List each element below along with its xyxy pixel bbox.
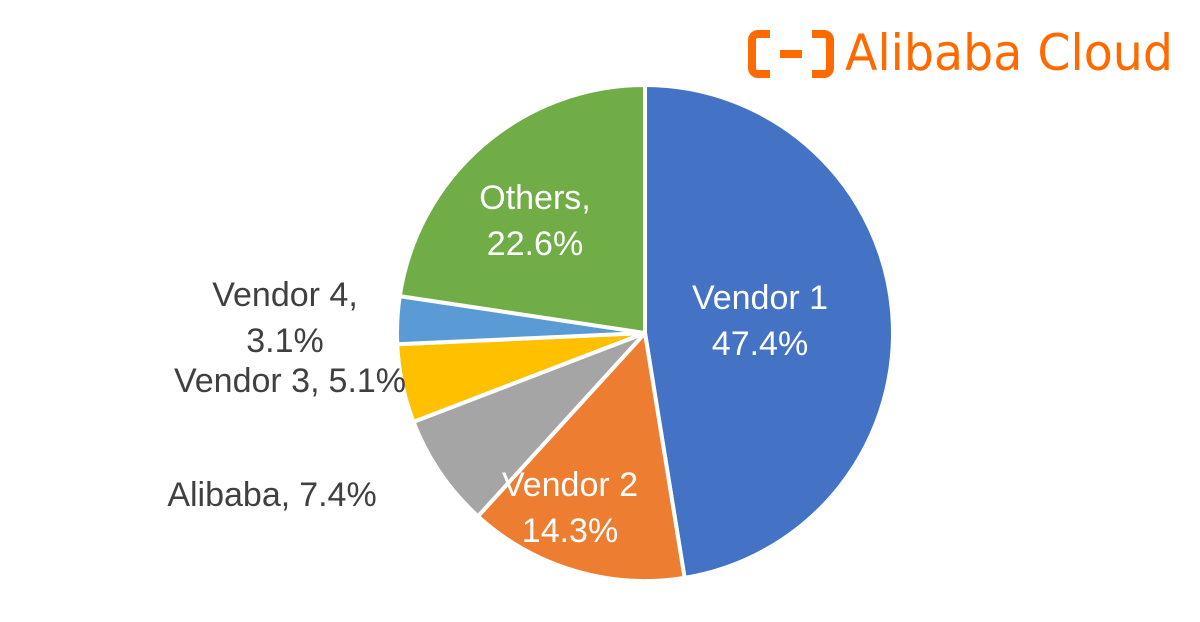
label-value: 47.4% xyxy=(712,325,808,363)
pie-slice xyxy=(410,331,647,520)
pie-slice xyxy=(397,82,647,336)
logo-icon xyxy=(748,30,834,78)
label-name: Vendor 2 xyxy=(502,466,638,504)
data-label: Alibaba, 7.4% xyxy=(167,476,376,514)
data-label: Vendor 2 14.3% xyxy=(502,466,638,550)
logo: Alibaba Cloud xyxy=(748,24,1173,82)
label-name: Others, xyxy=(479,179,590,217)
pie-slice xyxy=(475,328,687,583)
label-name: Vendor 3, xyxy=(174,362,320,400)
label-value: 14.3% xyxy=(522,512,618,550)
logo-text: Alibaba Cloud xyxy=(845,24,1173,82)
label-value: 3.1% xyxy=(246,322,324,360)
label-name: Vendor 4, xyxy=(212,276,358,314)
data-label: Vendor 3, 5.1% xyxy=(174,362,406,400)
label-name: Vendor 1 xyxy=(692,279,828,317)
data-label: Vendor 4, 3.1% xyxy=(212,276,358,360)
label-name: Alibaba, xyxy=(167,476,290,514)
pie-slice xyxy=(643,82,895,581)
label-value: 7.4% xyxy=(299,476,377,514)
label-value: 22.6% xyxy=(487,225,583,263)
data-label: Others, 22.6% xyxy=(479,179,590,263)
label-value: 5.1% xyxy=(329,362,407,400)
data-label: Vendor 1 47.4% xyxy=(692,279,828,363)
